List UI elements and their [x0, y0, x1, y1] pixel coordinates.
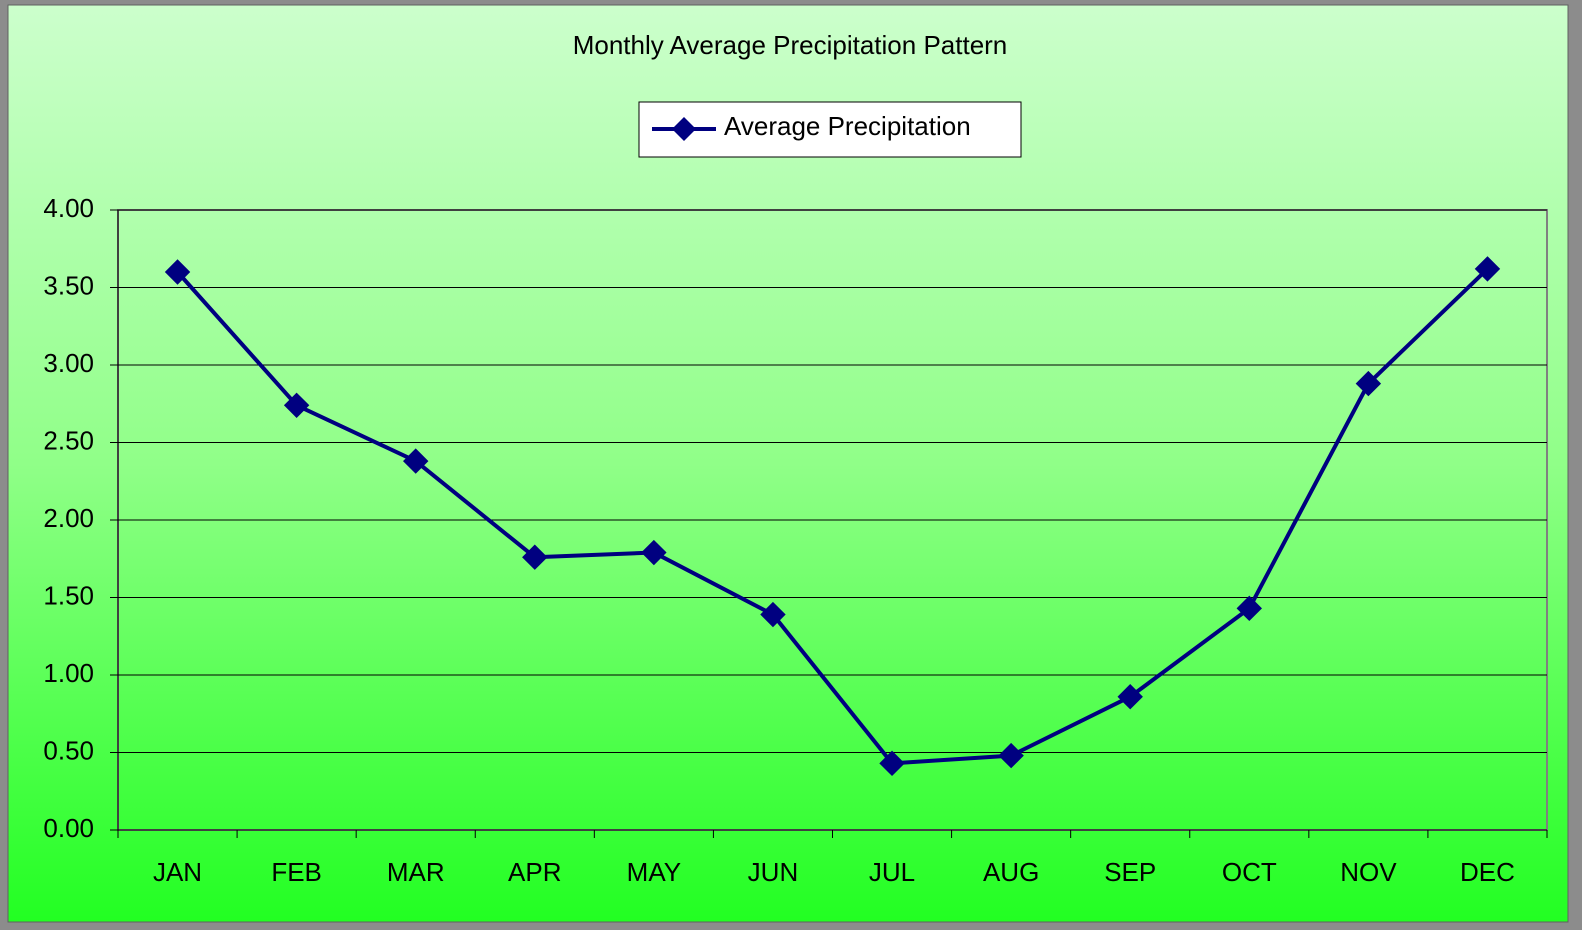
data-point	[1236, 595, 1262, 622]
y-tick-label: 0.50	[43, 735, 94, 765]
chart-background	[7, 4, 1569, 923]
data-point	[641, 539, 667, 566]
x-tick-label: AUG	[983, 857, 1039, 887]
x-tick-label: JUL	[869, 857, 915, 887]
data-point	[164, 259, 191, 285]
data-point	[1474, 256, 1501, 282]
data-point	[879, 750, 905, 777]
legend-label: Average Precipitation	[724, 111, 971, 141]
y-tick-label: 3.50	[43, 270, 94, 300]
y-tick-label: 3.00	[43, 348, 94, 378]
y-tick-label: 2.50	[43, 425, 94, 455]
y-tick-label: 1.50	[43, 580, 94, 610]
x-tick-label: MAY	[627, 857, 681, 887]
x-tick-label: APR	[508, 857, 561, 887]
data-point	[760, 601, 786, 628]
chart-title: Monthly Average Precipitation Pattern	[573, 30, 1008, 60]
y-tick-label: 1.00	[43, 658, 94, 688]
data-point	[998, 742, 1024, 769]
x-tick-label: FEB	[271, 857, 322, 887]
data-point	[1355, 370, 1382, 397]
x-tick-label: JAN	[153, 857, 202, 887]
x-tick-label: JUN	[748, 857, 799, 887]
y-tick-label: 4.00	[43, 193, 94, 223]
series-line	[176, 267, 1489, 766]
x-tick-label: DEC	[1460, 857, 1515, 887]
data-point	[283, 392, 310, 419]
x-tick-label: OCT	[1222, 857, 1277, 887]
y-tick-label: 0.00	[43, 813, 94, 843]
y-tick-label: 2.00	[43, 503, 94, 533]
legend-marker	[672, 117, 696, 141]
data-point	[1117, 683, 1143, 710]
data-point	[522, 544, 548, 570]
x-tick-label: NOV	[1340, 857, 1397, 887]
x-tick-label: SEP	[1104, 857, 1156, 887]
x-tick-label: MAR	[387, 857, 445, 887]
data-point	[403, 448, 429, 474]
